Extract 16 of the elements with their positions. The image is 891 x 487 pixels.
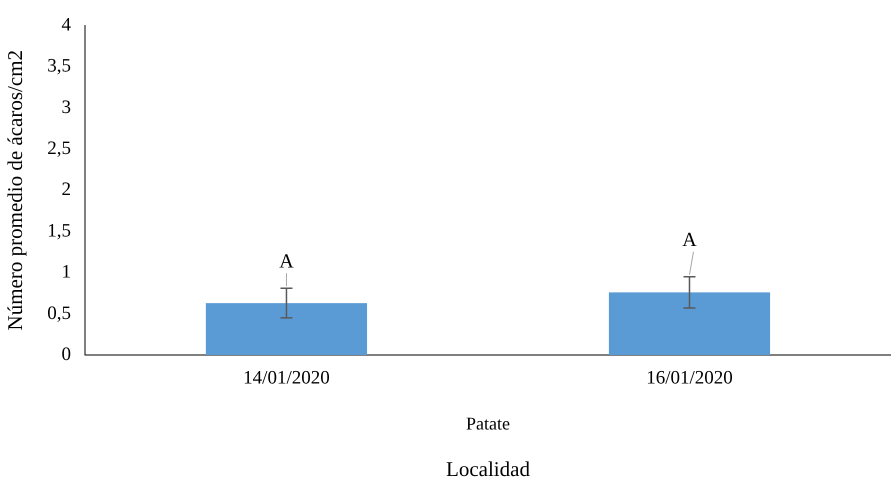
x-tick-label: 16/01/2020 — [646, 367, 733, 388]
text: Patate — [466, 414, 510, 434]
y-tick-label: 3,5 — [47, 56, 71, 77]
annotation: A — [682, 228, 698, 251]
x-axis-title: Localidad — [446, 456, 530, 481]
y-tick-label: 2,5 — [47, 138, 71, 159]
y-axis-title: Número promedio de ácaros/cm2 — [3, 50, 28, 330]
y-tick-label: 3 — [61, 96, 71, 118]
y-tick-label: 4 — [61, 14, 72, 36]
x-tick-label: 14/01/2020 — [243, 367, 330, 388]
y-tick-label: 1,5 — [47, 220, 71, 242]
annotation: A — [279, 250, 294, 273]
y-tick-label: 0,5 — [47, 302, 71, 324]
y-tick-label: 1 — [61, 262, 71, 283]
y-tick-label: 2 — [61, 179, 71, 200]
y-tick-label: 0 — [61, 344, 71, 365]
